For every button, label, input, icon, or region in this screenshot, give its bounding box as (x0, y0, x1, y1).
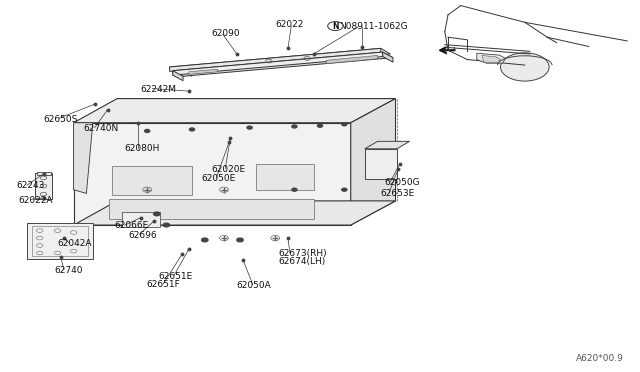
Polygon shape (74, 99, 396, 123)
Circle shape (163, 223, 170, 227)
Polygon shape (27, 223, 93, 259)
Text: 62651F: 62651F (146, 280, 180, 289)
Circle shape (202, 238, 208, 242)
Text: 62042A: 62042A (58, 239, 92, 248)
Circle shape (154, 212, 160, 216)
Circle shape (145, 129, 150, 132)
Circle shape (328, 22, 343, 31)
Polygon shape (365, 149, 397, 179)
Polygon shape (138, 102, 390, 108)
Text: A620*00.9: A620*00.9 (576, 354, 624, 363)
Text: 62050E: 62050E (202, 174, 236, 183)
Polygon shape (170, 67, 192, 76)
Text: N08911-1062G: N08911-1062G (339, 22, 408, 31)
Text: 62674(LH): 62674(LH) (278, 257, 326, 266)
Text: 62050A: 62050A (237, 281, 271, 290)
Text: 62080H: 62080H (125, 144, 160, 153)
Text: 62650S: 62650S (44, 115, 78, 124)
Circle shape (292, 188, 297, 191)
Polygon shape (74, 123, 93, 193)
Text: 62243: 62243 (16, 182, 44, 190)
Polygon shape (109, 199, 314, 219)
Polygon shape (189, 69, 218, 74)
Text: 62696: 62696 (128, 231, 157, 240)
Circle shape (237, 238, 243, 242)
Polygon shape (74, 201, 396, 225)
Text: 62020E: 62020E (211, 165, 245, 174)
Polygon shape (112, 166, 192, 195)
Text: 62653E: 62653E (381, 189, 415, 198)
Polygon shape (35, 173, 52, 199)
Circle shape (317, 124, 323, 127)
Circle shape (342, 188, 347, 191)
Text: 62050G: 62050G (384, 178, 420, 187)
Text: 62740: 62740 (54, 266, 83, 275)
Polygon shape (173, 52, 383, 75)
Polygon shape (326, 55, 378, 64)
Text: 62651E: 62651E (159, 272, 193, 280)
Circle shape (292, 125, 297, 128)
Text: 62740N: 62740N (83, 124, 118, 133)
Text: 62022: 62022 (275, 20, 303, 29)
Text: 62673(RH): 62673(RH) (278, 249, 327, 258)
Polygon shape (383, 52, 393, 62)
Text: 62242M: 62242M (141, 85, 177, 94)
Polygon shape (170, 48, 390, 73)
Text: N: N (332, 22, 339, 31)
Polygon shape (173, 52, 393, 76)
Text: 62022A: 62022A (18, 196, 52, 205)
Polygon shape (477, 53, 506, 63)
Polygon shape (482, 55, 500, 62)
Polygon shape (122, 212, 160, 227)
Polygon shape (74, 123, 351, 225)
Polygon shape (173, 71, 183, 81)
Polygon shape (365, 141, 410, 149)
Circle shape (342, 123, 347, 126)
Polygon shape (170, 48, 381, 71)
Circle shape (189, 128, 195, 131)
Polygon shape (256, 164, 314, 190)
Polygon shape (37, 172, 51, 175)
Text: 62090: 62090 (211, 29, 240, 38)
Circle shape (500, 53, 549, 81)
Circle shape (247, 126, 252, 129)
Text: 62066E: 62066E (114, 221, 148, 230)
Polygon shape (351, 99, 396, 225)
